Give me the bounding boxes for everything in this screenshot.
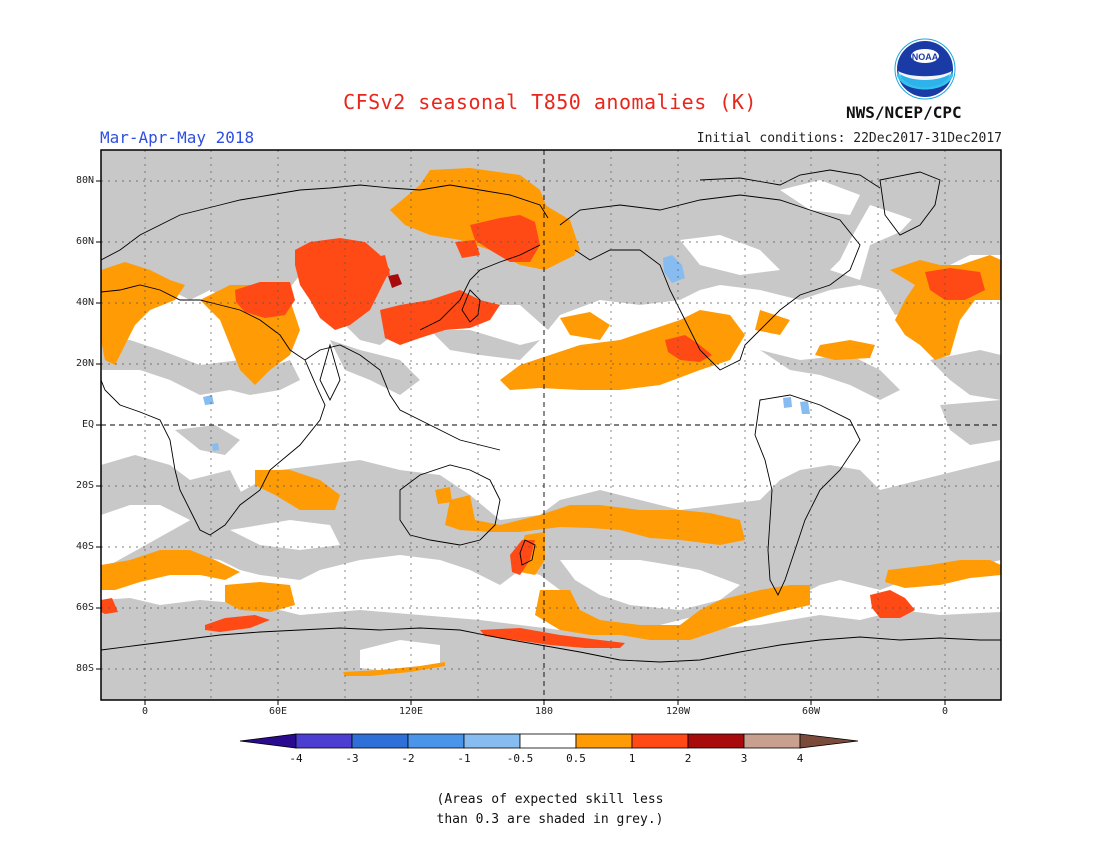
noaa-logo-icon: NOAA (894, 38, 956, 100)
initial-conditions: Initial conditions: 22Dec2017-31Dec2017 (696, 131, 1002, 146)
colorbar-label: 3 (740, 752, 748, 765)
lat-label-80s: 80S (75, 663, 94, 674)
lat-label-eq: EQ (81, 419, 94, 430)
colorbar-label: -1 (457, 752, 471, 765)
lat-label-40s: 40S (75, 541, 94, 552)
colorbar-label: -0.5 (506, 752, 534, 765)
lon-label-0: 0 (141, 706, 149, 717)
colorbar-label: 1 (628, 752, 636, 765)
colorbar-label: 0.5 (566, 752, 586, 765)
footnote-line-2: than 0.3 are shaded in grey.) (436, 812, 664, 827)
lon-label-120e: 120E (398, 706, 424, 717)
colorbar (239, 733, 859, 749)
warm-anomaly-2-3 (388, 274, 402, 288)
logo-text: NOAA (912, 52, 939, 62)
lat-label-20n: 20N (75, 358, 94, 369)
coastlines (101, 169, 1001, 663)
axis-ticks (96, 180, 946, 705)
map-title: CFSv2 seasonal T850 anomalies (K) (343, 90, 757, 114)
colorbar-label: 4 (796, 752, 804, 765)
lon-label-120w: 120W (665, 706, 691, 717)
agency-label: NWS/NCEP/CPC (846, 103, 962, 122)
warm-anomaly-1-2 (101, 215, 985, 648)
footnote-line-1: (Areas of expected skill less (436, 792, 664, 807)
lat-label-60n: 60N (75, 236, 94, 247)
lat-label-40n: 40N (75, 297, 94, 308)
lat-label-20s: 20S (75, 480, 94, 491)
lon-label-180: 180 (534, 706, 554, 717)
lat-label-60s: 60S (75, 602, 94, 613)
colorbar-label: -3 (345, 752, 359, 765)
colorbar-arrow-right (799, 733, 859, 749)
lon-label-60w: 60W (801, 706, 821, 717)
forecast-period: Mar-Apr-May 2018 (100, 128, 255, 147)
lon-label-0-east: 0 (941, 706, 949, 717)
no-signal-areas (230, 180, 860, 672)
colorbar-label: 2 (684, 752, 692, 765)
colorbar-arrow-left (239, 733, 297, 749)
colorbar-label: -2 (401, 752, 415, 765)
lat-label-80n: 80N (75, 175, 94, 186)
colorbar-label: -4 (289, 752, 303, 765)
lon-label-60e: 60E (268, 706, 288, 717)
equator-dateline (101, 150, 1001, 700)
